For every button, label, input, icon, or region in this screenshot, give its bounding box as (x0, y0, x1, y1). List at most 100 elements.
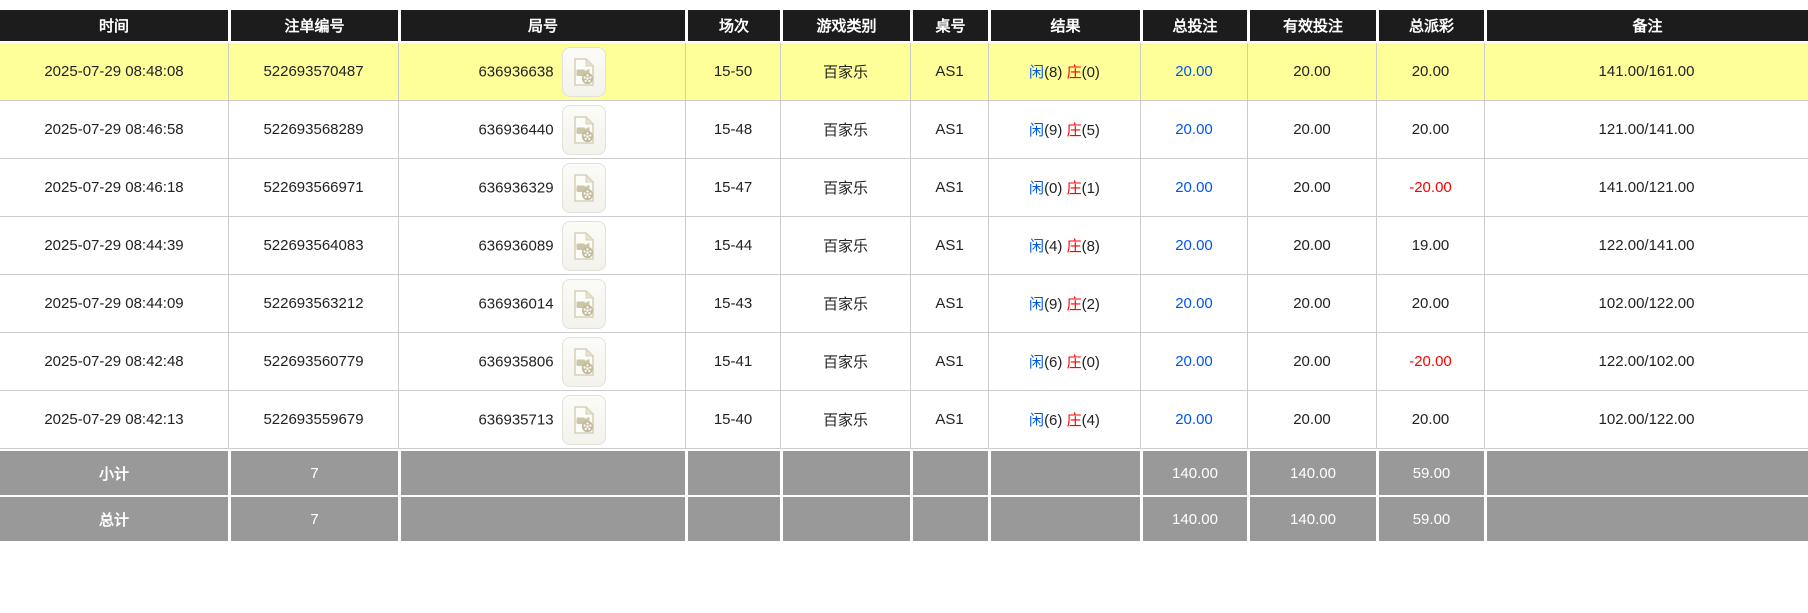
round-id: 636935806 (478, 353, 554, 370)
bet-records-table: 时间 注单编号 局号 场次 游戏类别 桌号 结果 总投注 有效投注 总派彩 备注… (0, 10, 1808, 541)
cell-remark: 122.00/102.00 (1484, 333, 1808, 391)
round-id: 636936089 (478, 237, 554, 254)
result-player-label: 闲 (1029, 354, 1045, 371)
cell-total-bet: 20.00 (1140, 391, 1247, 449)
table-no: AS1 (935, 353, 964, 370)
col-header-time: 时间 (0, 10, 228, 43)
total-total-bet: 140.00 (1140, 495, 1247, 541)
session: 15-44 (713, 237, 753, 254)
cell-time: 2025-07-29 08:44:09 (0, 275, 228, 333)
subtotal-empty-round (398, 449, 685, 495)
table-row: 2025-07-29 08:42:13 522693559679 6369357… (0, 391, 1808, 449)
game-type: 百家乐 (822, 180, 868, 197)
bet-time: 2025-07-29 08:48:08 (44, 63, 184, 80)
cell-round-id: 636935806 (398, 333, 685, 391)
total-empty-round (398, 495, 685, 541)
video-replay-button[interactable] (561, 46, 606, 97)
remark: 121.00/141.00 (1598, 121, 1695, 138)
bet-id: 522693563212 (263, 295, 364, 312)
cell-session: 15-43 (685, 275, 780, 333)
video-replay-button[interactable] (561, 336, 606, 387)
total-bet-link[interactable]: 20.00 (1175, 179, 1213, 196)
cell-valid-bet: 20.00 (1247, 391, 1376, 449)
payout: -20.00 (1409, 353, 1452, 370)
cell-payout: 20.00 (1376, 275, 1484, 333)
cell-game-type: 百家乐 (780, 159, 910, 217)
cell-valid-bet: 20.00 (1247, 275, 1376, 333)
result-banker-score: (8) (1081, 238, 1100, 255)
total-empty-session (685, 495, 780, 541)
video-replay-icon (573, 115, 594, 144)
remark: 122.00/102.00 (1598, 353, 1695, 370)
cell-payout: 20.00 (1376, 391, 1484, 449)
total-bet-link[interactable]: 20.00 (1175, 295, 1213, 312)
cell-result: 闲(8) 庄(0) (988, 43, 1140, 101)
video-replay-icon (573, 405, 594, 434)
cell-payout: 20.00 (1376, 43, 1484, 101)
result-player-score: (4) (1044, 238, 1063, 255)
table-no: AS1 (935, 121, 964, 138)
cell-game-type: 百家乐 (780, 101, 910, 159)
subtotal-payout: 59.00 (1376, 449, 1484, 495)
video-replay-icon (573, 231, 594, 260)
cell-session: 15-44 (685, 217, 780, 275)
remark: 122.00/141.00 (1598, 237, 1695, 254)
session: 15-40 (713, 411, 753, 428)
cell-bet-id: 522693560779 (228, 333, 398, 391)
video-replay-button[interactable] (561, 162, 606, 213)
bet-time: 2025-07-29 08:46:18 (44, 179, 184, 196)
col-header-result: 结果 (988, 10, 1140, 43)
cell-round-id: 636936440 (398, 101, 685, 159)
cell-session: 15-41 (685, 333, 780, 391)
cell-time: 2025-07-29 08:42:48 (0, 333, 228, 391)
cell-remark: 102.00/122.00 (1484, 275, 1808, 333)
total-bet-link[interactable]: 20.00 (1175, 121, 1213, 138)
cell-result: 闲(4) 庄(8) (988, 217, 1140, 275)
video-replay-button[interactable] (561, 104, 606, 155)
table-no: AS1 (935, 295, 964, 312)
video-replay-button[interactable] (561, 278, 606, 329)
cell-result: 闲(9) 庄(2) (988, 275, 1140, 333)
col-header-total-bet: 总投注 (1140, 10, 1247, 43)
cell-payout: -20.00 (1376, 159, 1484, 217)
col-header-game-type: 游戏类别 (780, 10, 910, 43)
result-player-label: 闲 (1029, 180, 1045, 197)
cell-valid-bet: 20.00 (1247, 159, 1376, 217)
total-bet-link[interactable]: 20.00 (1175, 353, 1213, 370)
total-bet-link[interactable]: 20.00 (1175, 63, 1213, 80)
bet-time: 2025-07-29 08:44:39 (44, 237, 184, 254)
cell-total-bet: 20.00 (1140, 333, 1247, 391)
subtotal-empty-table (910, 449, 988, 495)
cell-payout: -20.00 (1376, 333, 1484, 391)
remark: 141.00/161.00 (1598, 63, 1695, 80)
result-player-label: 闲 (1029, 412, 1045, 429)
total-label: 总计 (0, 495, 228, 541)
valid-bet: 20.00 (1293, 179, 1331, 196)
cell-total-bet: 20.00 (1140, 101, 1247, 159)
result-banker-score: (0) (1081, 354, 1100, 371)
bet-time: 2025-07-29 08:42:13 (44, 411, 184, 428)
subtotal-empty-remark (1484, 449, 1808, 495)
cell-round-id: 636936014 (398, 275, 685, 333)
result-player-score: (8) (1044, 64, 1063, 81)
total-empty-game (780, 495, 910, 541)
cell-round-id: 636936089 (398, 217, 685, 275)
video-replay-icon (573, 289, 594, 318)
result-player-label: 闲 (1029, 122, 1045, 139)
result-banker-score: (1) (1081, 180, 1100, 197)
video-replay-button[interactable] (561, 394, 606, 445)
cell-result: 闲(6) 庄(4) (988, 391, 1140, 449)
valid-bet: 20.00 (1293, 353, 1331, 370)
col-header-bet-id: 注单编号 (228, 10, 398, 43)
cell-result: 闲(6) 庄(0) (988, 333, 1140, 391)
total-bet-link[interactable]: 20.00 (1175, 237, 1213, 254)
col-header-payout: 总派彩 (1376, 10, 1484, 43)
session: 15-47 (713, 179, 753, 196)
cell-valid-bet: 20.00 (1247, 101, 1376, 159)
video-replay-button[interactable] (561, 220, 606, 271)
cell-total-bet: 20.00 (1140, 217, 1247, 275)
cell-time: 2025-07-29 08:44:39 (0, 217, 228, 275)
cell-game-type: 百家乐 (780, 275, 910, 333)
total-bet-link[interactable]: 20.00 (1175, 411, 1213, 428)
total-payout: 59.00 (1376, 495, 1484, 541)
